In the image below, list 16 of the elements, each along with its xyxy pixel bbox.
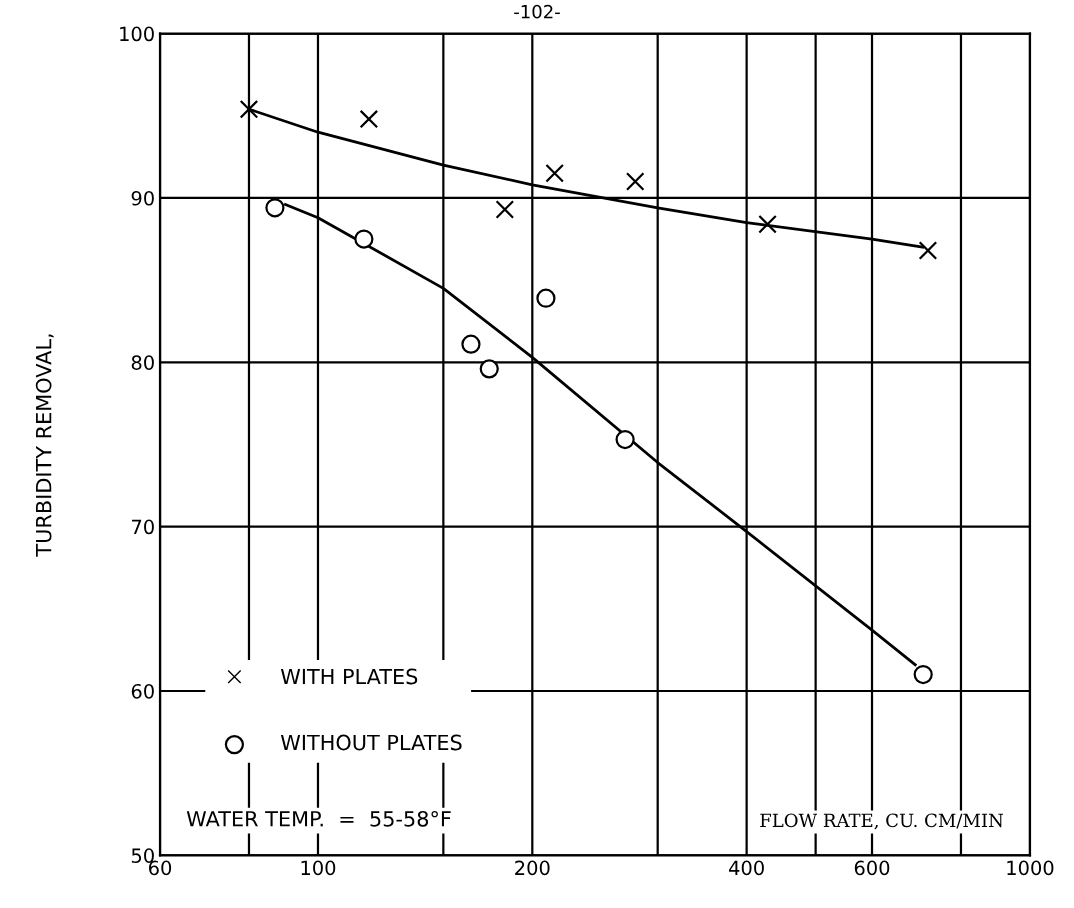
annotation: WATER TEMP. = 55-58°F: [186, 810, 451, 827]
y-tick-label: 100: [120, 26, 154, 42]
x-tick-label: 200: [515, 860, 550, 876]
y-axis-title: TURBIDITY REMOVAL,: [35, 334, 54, 557]
x-tick-label: 600: [854, 860, 890, 876]
legend-label: WITHOUT PLATES: [280, 734, 462, 751]
text: -102-: [514, 4, 560, 19]
y-tick-label: 70: [132, 519, 154, 535]
y-tick-label: 90: [131, 190, 154, 206]
x-tick-label: 1000: [1007, 860, 1054, 876]
y-tick-label: 80: [131, 355, 154, 370]
x-axis-title: FLOW RATE, CU. CM/MIN: [760, 813, 1004, 830]
y-tick-label: 60: [131, 683, 154, 699]
legend-label: WITH PLATES: [280, 668, 418, 685]
x-tick-label: 100: [301, 860, 336, 876]
x-tick-label: 400: [729, 860, 764, 876]
